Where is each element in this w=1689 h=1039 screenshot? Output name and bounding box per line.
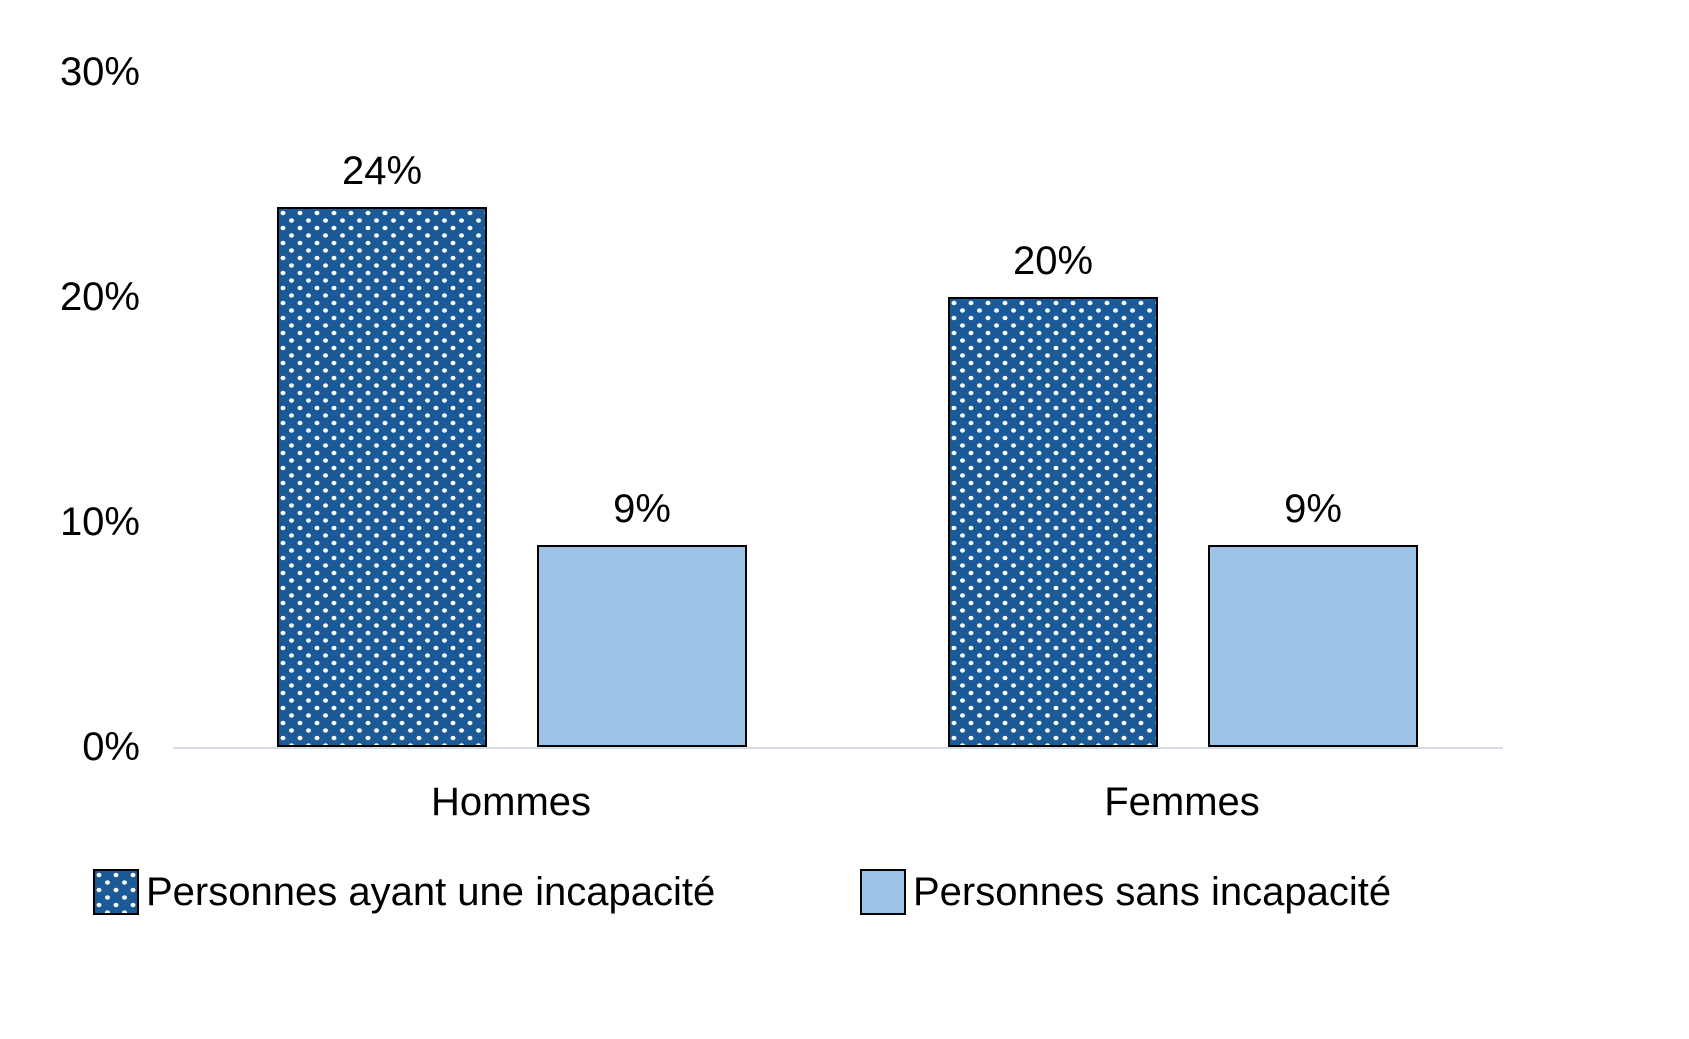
category-label-femmes: Femmes [1104,780,1260,824]
y-axis-tick-label: 0% [82,725,140,769]
bar-value-label-femmes-1: 20% [1012,239,1094,283]
y-axis-tick-label: 30% [59,50,140,94]
bar-value-label-hommes-1: 24% [341,149,423,193]
bar-femmes-personnes-sans-incapacite [1208,544,1418,747]
bar-value-label-hommes-2: 9% [613,486,671,531]
y-axis-tick-label: 10% [59,500,140,544]
y-axis-tick-label: 20% [59,275,140,319]
bar-hommes-personnes-sans-incapacite [537,544,747,747]
bar-hommes-personnes-ayant-une-incapacite [277,207,487,747]
legend-label-personnes-ayant-une-incapacite: Personnes ayant une incapacité [146,870,716,914]
category-label-hommes: Hommes [430,780,592,824]
x-axis-line [173,747,1503,749]
bar-value-label-femmes-2: 9% [1284,486,1342,531]
legend-swatch-personnes-sans-incapacite [860,869,906,915]
legend-item-personnes-ayant-une-incapacite: Personnes ayant une incapacité [93,866,715,918]
bar-femmes-personnes-ayant-une-incapacite [948,297,1158,747]
legend-label-personnes-sans-incapacite: Personnes sans incapacité [913,870,1392,914]
legend-item-personnes-sans-incapacite: Personnes sans incapacité [860,866,1391,918]
legend-swatch-personnes-ayant-une-incapacite [93,869,139,915]
